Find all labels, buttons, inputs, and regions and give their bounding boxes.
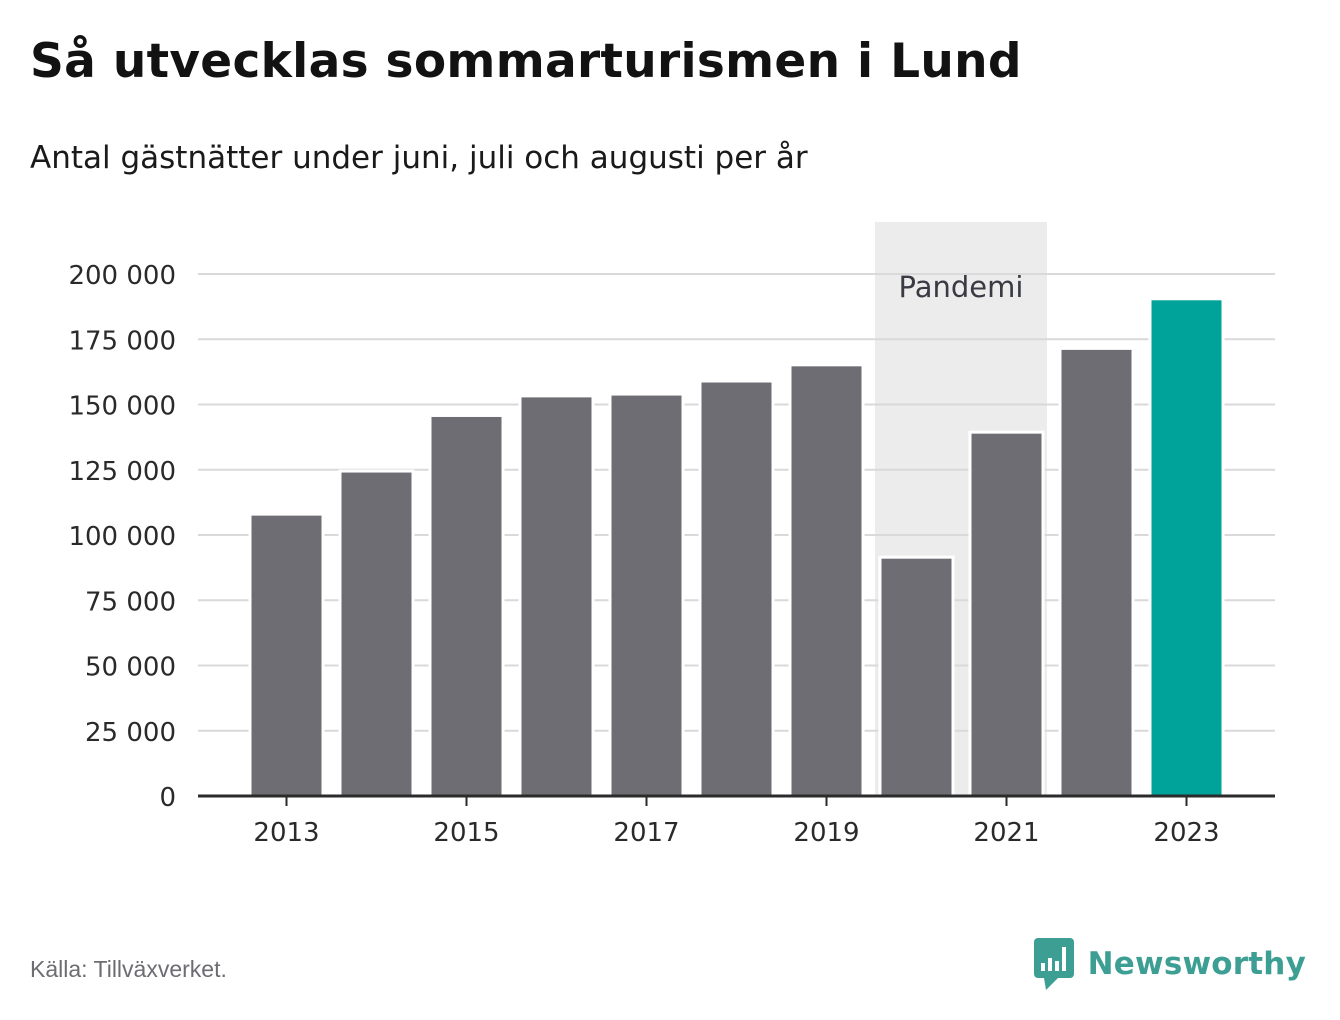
bar-2014 xyxy=(338,469,415,798)
y-tick-label: 125 000 xyxy=(68,457,176,487)
x-tick-label: 2021 xyxy=(973,818,1039,848)
bar-2023 xyxy=(1148,297,1225,798)
bar-2020 xyxy=(878,555,955,798)
bar-2022 xyxy=(1058,346,1135,798)
bar-2016 xyxy=(518,394,595,798)
x-tick-label: 2023 xyxy=(1153,818,1219,848)
bar-2013 xyxy=(248,512,325,798)
x-tick-label: 2015 xyxy=(433,818,499,848)
brand-logo: Newsworthy xyxy=(1033,938,1306,990)
y-tick-label: 200 000 xyxy=(68,261,176,291)
bar-2021 xyxy=(968,430,1045,798)
chart-title: Så utvecklas sommarturismen i Lund xyxy=(30,34,1022,89)
y-tick-label: 50 000 xyxy=(85,653,176,683)
newsworthy-logo-icon xyxy=(1033,938,1074,990)
y-tick-label: 175 000 xyxy=(68,326,176,356)
source-note: Källa: Tillväxverket. xyxy=(30,956,227,982)
bar-2017 xyxy=(608,392,685,798)
bar-2019 xyxy=(788,363,865,798)
y-tick-label: 150 000 xyxy=(68,392,176,422)
y-tick-label: 100 000 xyxy=(68,522,176,552)
y-tick-label: 75 000 xyxy=(85,587,176,617)
y-tick-label: 0 xyxy=(159,783,176,813)
y-tick-label: 25 000 xyxy=(85,718,176,748)
bar-chart: Pandemi 0 25 000 50 000 75 000 100 000 125 000… xyxy=(68,222,1275,848)
chart-subtitle: Antal gästnätter under juni, juli och au… xyxy=(30,140,808,176)
x-tick-label: 2019 xyxy=(793,818,859,848)
x-tick-label: 2017 xyxy=(613,818,679,848)
x-tick-label: 2013 xyxy=(253,818,319,848)
bar-2015 xyxy=(428,413,505,798)
bar-2018 xyxy=(698,379,775,798)
brand-name: Newsworthy xyxy=(1087,946,1306,982)
pandemic-label: Pandemi xyxy=(899,270,1024,304)
